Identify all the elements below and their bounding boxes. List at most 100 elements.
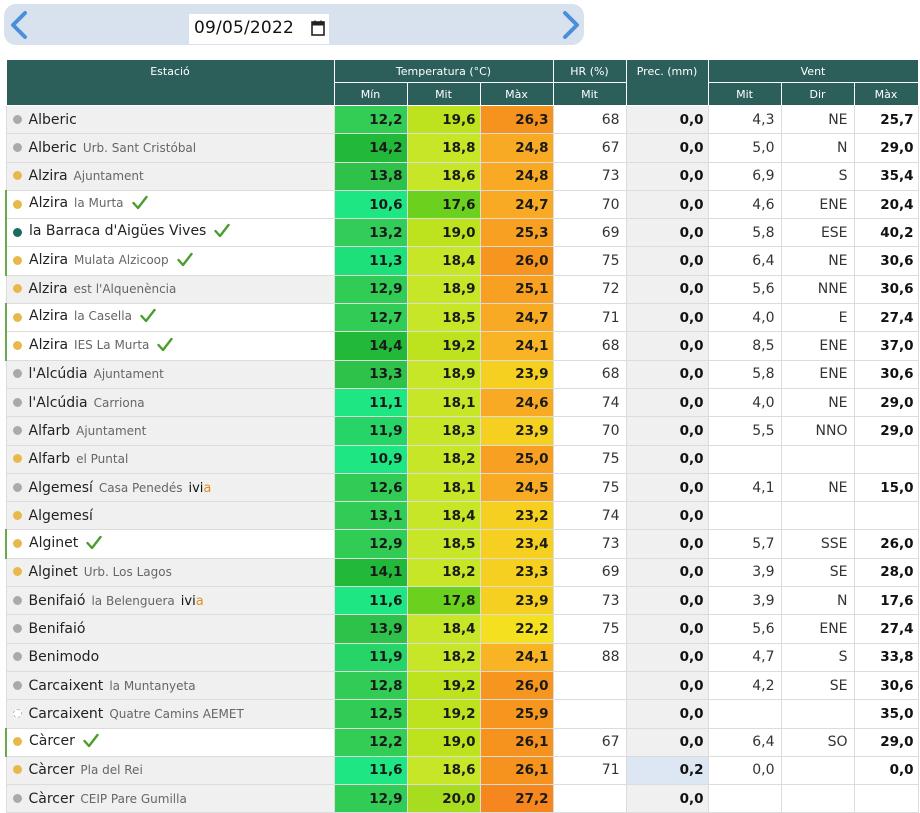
table-row[interactable]: Benimodo 11,9 18,2 24,1 88 0,0 4,7 S 33,8 — [5, 642, 919, 672]
header-hr-mit[interactable]: Mit — [552, 82, 627, 106]
wind-max-cell: 0,0 — [853, 755, 919, 786]
header-wind-max[interactable]: Màx — [853, 82, 919, 106]
temp-max-cell: 23,9 — [479, 586, 554, 616]
check-icon — [86, 535, 102, 554]
temp-min-cell: 11,1 — [333, 387, 408, 418]
table-row[interactable]: Càrcer Pla del Rei 11,6 18,6 26,1 71 0,2 0,0 0,0 — [5, 755, 919, 786]
table-row[interactable]: Alzira Mulata Alzicoop 11,3 18,4 26,0 75 0,0 6,… — [5, 246, 919, 276]
table-row[interactable]: Benifaió 13,9 18,4 22,2 75 0,0 5,6 ENE 27,4 — [5, 614, 919, 644]
station-cell[interactable]: Alberic — [5, 104, 335, 135]
station-town: Alberic — [28, 139, 77, 156]
table-row[interactable]: l'Alcúdia Ajuntament 13,3 18,9 23,9 68 0,0 5,8 E… — [5, 359, 919, 389]
station-cell[interactable]: Alberic Urb. Sant Cristóbal — [5, 133, 335, 163]
station-cell[interactable]: Alzira est l'Alquenència — [5, 274, 335, 305]
date-input[interactable]: 09/05/2022 — [189, 14, 329, 44]
next-day-button[interactable] — [556, 10, 586, 40]
station-cell[interactable]: Algemesí Casa Penedés ivia — [5, 472, 335, 503]
station-cell[interactable]: Alzira Mulata Alzicoop — [5, 246, 335, 276]
wind-max-cell: 33,8 — [853, 642, 919, 672]
table-row[interactable]: Alzira la Casella 12,7 18,5 24,7 71 0,0 4,0 E 27,… — [5, 303, 919, 333]
station-cell[interactable]: Benimodo — [5, 642, 335, 672]
status-dot-icon — [12, 284, 22, 294]
table-row[interactable]: Alberic Urb. Sant Cristóbal 14,2 18,8 24,8 67… — [5, 133, 919, 163]
station-cell[interactable]: Alzira la Casella — [5, 303, 335, 333]
station-cell[interactable]: la Barraca d'Aigües Vives — [5, 218, 335, 248]
station-location: Carriona — [93, 395, 145, 410]
table-row[interactable]: Alzira IES La Murta 14,4 19,2 24,1 68 0,0 8,5 EN… — [5, 331, 919, 361]
station-cell[interactable]: l'Alcúdia Ajuntament — [5, 359, 335, 389]
station-cell[interactable]: Alfarb Ajuntament — [5, 416, 335, 446]
station-location: la Casella — [74, 309, 132, 324]
table-row[interactable]: la Barraca d'Aigües Vives 13,2 19,0 25,3 69 0… — [5, 218, 919, 248]
humidity-cell: 74 — [552, 501, 627, 531]
station-cell[interactable]: Càrcer Pla del Rei — [5, 755, 335, 786]
table-row[interactable]: Carcaixent Quatre Camins AEMET 12,5 19,2 25,… — [5, 699, 919, 729]
station-cell[interactable]: Alginet — [5, 529, 335, 559]
header-temp-mit[interactable]: Mit — [406, 82, 481, 106]
table-row[interactable]: Alfarb el Puntal 10,9 18,2 25,0 75 0,0 — [5, 444, 919, 474]
station-cell[interactable]: Càrcer — [5, 727, 335, 757]
wind-dir-cell: NE — [780, 472, 855, 503]
table-row[interactable]: Càrcer CEIP Pare Gumilla 12,9 20,0 27,2 0,0 — [5, 784, 919, 813]
station-cell[interactable]: Càrcer CEIP Pare Gumilla — [5, 784, 335, 813]
table-row[interactable]: Alzira la Murta 10,6 17,6 24,7 70 0,0 4,6 ENE 20,… — [5, 189, 919, 220]
wind-dir-cell: S — [780, 161, 855, 191]
header-wind[interactable]: Vent — [707, 59, 919, 83]
station-cell[interactable]: l'Alcúdia Carriona — [5, 387, 335, 418]
header-station[interactable]: Estació — [5, 59, 335, 106]
station-cell[interactable]: Carcaixent la Muntanyeta — [5, 670, 335, 701]
table-row[interactable]: Alberic 12,2 19,6 26,3 68 0,0 4,3 NE 25,7 — [5, 104, 919, 135]
table-row[interactable]: Algemesí 13,1 18,4 23,2 74 0,0 — [5, 501, 919, 531]
station-cell[interactable]: Alzira la Murta — [5, 189, 335, 220]
header-wind-dir[interactable]: Dir — [780, 82, 855, 106]
temp-mit-cell: 18,4 — [406, 246, 481, 276]
table-body: Alberic 12,2 19,6 26,3 68 0,0 4,3 NE 25,7 Alberic… — [5, 104, 919, 813]
header-temp-min[interactable]: Mín — [333, 82, 408, 106]
station-cell[interactable]: Carcaixent Quatre Camins AEMET — [5, 699, 335, 729]
station-location: Mulata Alzicoop — [74, 252, 169, 267]
precipitation-cell: 0,0 — [625, 246, 709, 276]
wind-mit-cell — [707, 444, 782, 474]
temp-min-cell: 13,2 — [333, 218, 408, 248]
previous-day-button[interactable] — [4, 10, 34, 40]
header-precipitation[interactable]: Prec. (mm) — [625, 59, 709, 106]
station-town: Alzira — [29, 251, 69, 268]
status-dot-icon — [13, 227, 22, 237]
table-row[interactable]: Carcaixent la Muntanyeta 12,8 19,2 26,0 0,0 4,… — [5, 670, 919, 701]
table-row[interactable]: Alginet Urb. Los Lagos 14,1 18,2 23,3 69 0,0 3,… — [5, 557, 919, 588]
table-row[interactable]: Càrcer 12,2 19,0 26,1 67 0,0 6,4 SO 29,0 — [5, 727, 919, 757]
wind-max-cell: 35,0 — [853, 699, 919, 729]
table-row[interactable]: Alginet 12,9 18,5 23,4 73 0,0 5,7 SSE 26,0 — [5, 529, 919, 559]
station-location: Ajuntament — [76, 423, 147, 438]
precipitation-cell: 0,0 — [625, 331, 709, 361]
table-row[interactable]: Benifaió la Belenguera ivia 11,6 17,8 23,9 73 0… — [5, 586, 919, 616]
status-dot-icon — [12, 708, 22, 718]
header-wind-mit[interactable]: Mit — [707, 82, 782, 106]
table-row[interactable]: Alzira Ajuntament 13,8 18,6 24,8 73 0,0 6,9 S 35,… — [5, 161, 919, 191]
station-cell[interactable]: Algemesí — [5, 501, 335, 531]
header-temp-max[interactable]: Màx — [479, 82, 554, 106]
table-row[interactable]: l'Alcúdia Carriona 11,1 18,1 24,6 74 0,0 4,0 NE 2… — [5, 387, 919, 418]
weather-stations-table: Estació Temperatura (°C) HR (%) Prec. (m… — [5, 59, 919, 813]
temp-min-cell: 10,9 — [333, 444, 408, 474]
status-dot-icon — [12, 425, 22, 435]
status-dot-icon — [12, 567, 22, 577]
station-cell[interactable]: Benifaió — [5, 614, 335, 644]
precipitation-cell: 0,0 — [625, 218, 709, 248]
precipitation-cell: 0,0 — [625, 161, 709, 191]
station-town: Alfarb — [28, 422, 71, 439]
table-row[interactable]: Alfarb Ajuntament 11,9 18,3 23,9 70 0,0 5,5 NNO 2… — [5, 416, 919, 446]
wind-dir-cell: NE — [780, 246, 855, 276]
station-cell[interactable]: Alzira Ajuntament — [5, 161, 335, 191]
station-cell[interactable]: Alzira IES La Murta — [5, 331, 335, 361]
precipitation-cell: 0,0 — [625, 303, 709, 333]
station-cell[interactable]: Alfarb el Puntal — [5, 444, 335, 474]
table-row[interactable]: Alzira est l'Alquenència 12,9 18,9 25,1 72 0,0… — [5, 274, 919, 305]
station-cell[interactable]: Alginet Urb. Los Lagos — [5, 557, 335, 588]
table-row[interactable]: Algemesí Casa Penedés ivia 12,6 18,1 24,5 75 0,… — [5, 472, 919, 503]
station-cell[interactable]: Benifaió la Belenguera ivia — [5, 586, 335, 616]
calendar-icon[interactable] — [311, 20, 325, 40]
header-temperature[interactable]: Temperatura (°C) — [333, 59, 554, 83]
header-humidity[interactable]: HR (%) — [552, 59, 627, 83]
temp-max-cell: 24,5 — [479, 472, 554, 503]
